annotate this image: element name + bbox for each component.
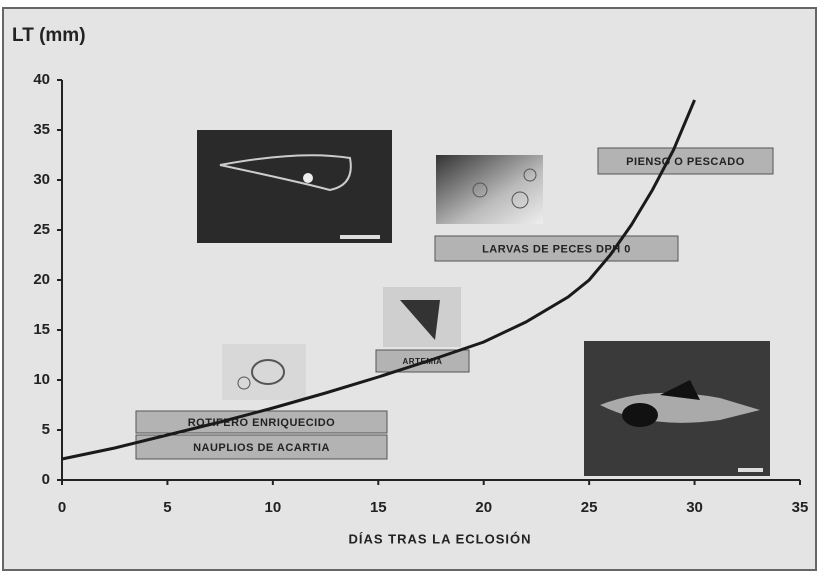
y-tick-label: 25 — [33, 221, 50, 238]
y-tick-label: 0 — [42, 471, 50, 488]
photo-larva — [197, 130, 392, 243]
x-tick-label: 25 — [581, 499, 598, 516]
x-tick-label: 20 — [475, 499, 492, 516]
photo-artemia — [383, 287, 461, 347]
photo-fish — [584, 341, 770, 476]
y-tick-label: 10 — [33, 371, 50, 388]
x-tick-label: 0 — [58, 499, 66, 516]
x-tick-label: 5 — [163, 499, 171, 516]
x-tick-label: 30 — [686, 499, 703, 516]
y-tick-label: 35 — [33, 121, 50, 138]
chart: LT (mm) DÍAS TRAS LA ECLOSIÓN 0 5 10 15 20 25… — [0, 0, 820, 575]
y-tick-label: 40 — [33, 71, 50, 88]
y-tick-label: 15 — [33, 321, 50, 338]
x-tick-label: 15 — [370, 499, 387, 516]
annotation-label: LARVAS DE PECES DPH 0 — [482, 243, 631, 255]
x-tick-label: 35 — [792, 499, 809, 516]
x-axis-label: DÍAS TRAS LA ECLOSIÓN — [348, 531, 531, 546]
x-tick-label: 10 — [265, 499, 282, 516]
annotation-label: NAUPLIOS DE ACARTIA — [193, 442, 330, 454]
page: LT (mm) DÍAS TRAS LA ECLOSIÓN 0 5 10 15 20 25… — [0, 0, 820, 575]
annotation-label: PIENSO O PESCADO — [626, 156, 745, 168]
y-tick-label: 30 — [33, 171, 50, 188]
annotation-label: ROTIFERO ENRIQUECIDO — [188, 417, 336, 429]
photo-rotifer — [222, 344, 306, 400]
y-axis-label: LT (mm) — [12, 25, 86, 46]
y-tick-label: 5 — [42, 421, 50, 438]
photo-larvae — [436, 155, 543, 224]
y-tick-label: 20 — [33, 271, 50, 288]
